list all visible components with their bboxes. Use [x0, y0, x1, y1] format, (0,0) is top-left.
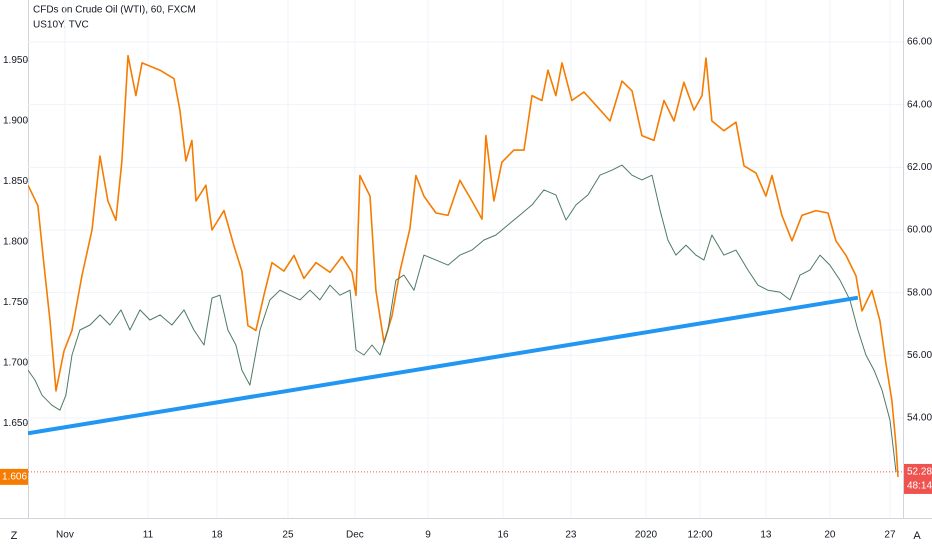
plot — [28, 0, 903, 518]
x-tick-label: 9 — [425, 530, 431, 541]
series-header: US10Y, TVC — [33, 20, 89, 31]
corner-button[interactable]: A — [913, 530, 921, 542]
last-value-label: 1.606 — [2, 471, 27, 482]
y2-tick-label: 64.00 — [907, 99, 932, 110]
x-tick-label: 27 — [884, 530, 896, 541]
last-value-box — [904, 463, 932, 494]
x-tick-label: 2020 — [635, 530, 658, 541]
series-header: CFDs on Crude Oil (WTI), 60, FXCM — [33, 5, 196, 16]
y-tick-label: 1.900 — [3, 116, 28, 127]
y-tick-label: 1.700 — [3, 358, 28, 369]
x-tick-label: 12:00 — [687, 530, 712, 541]
y2-tick-label: 62.00 — [907, 162, 932, 173]
y-tick-label: 1.950 — [3, 55, 28, 66]
series-line — [28, 164, 897, 472]
x-tick-label: 23 — [565, 530, 577, 541]
last-value-box — [0, 468, 28, 485]
y2-tick-label: 54.00 — [907, 413, 932, 424]
x-tick-label: 20 — [824, 530, 836, 541]
x-tick-label: 25 — [282, 530, 294, 541]
x-tick-label: Dec — [346, 530, 364, 541]
y2-tick-label: 56.00 — [907, 350, 932, 361]
y2-tick-label: 60.00 — [907, 225, 932, 236]
x-tick-label: 13 — [760, 530, 772, 541]
x-tick-label: 11 — [143, 530, 154, 541]
corner-button[interactable]: Z — [11, 530, 18, 542]
x-tick-label: 16 — [497, 530, 509, 541]
trend-line — [28, 295, 859, 436]
y2-tick-label: 58.00 — [907, 287, 932, 298]
y-tick-label: 1.850 — [3, 176, 28, 187]
y2-tick-label: 66.00 — [907, 37, 932, 48]
countdown-label: 48:14 — [907, 481, 932, 492]
last-value-label: 52.28 — [907, 467, 932, 478]
series-line — [28, 54, 899, 477]
y-tick-label: 1.650 — [3, 418, 28, 429]
x-tick-label: Nov — [56, 530, 74, 541]
x-tick-label: 18 — [211, 530, 223, 541]
y-tick-label: 1.750 — [3, 297, 28, 308]
y-tick-label: 1.800 — [3, 237, 28, 248]
